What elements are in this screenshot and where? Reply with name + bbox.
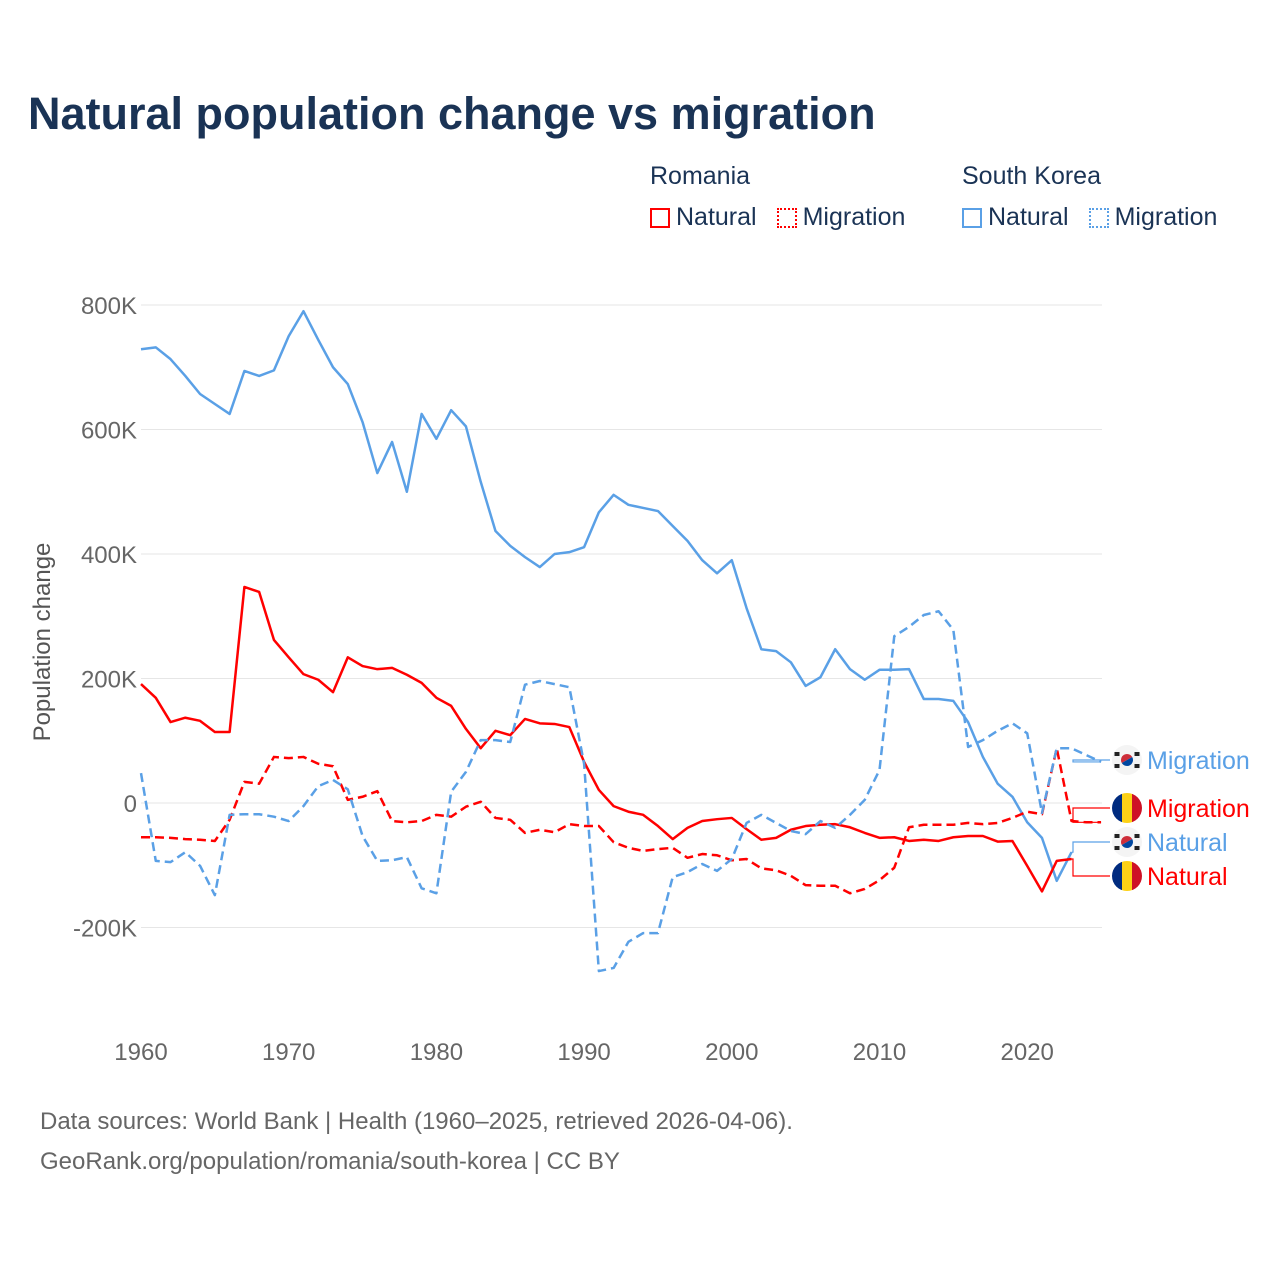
end-label: Natural — [1147, 829, 1228, 857]
y-tick-label: 200K — [81, 667, 137, 694]
y-tick-label: 400K — [81, 542, 137, 569]
series-line-romania-migration — [141, 746, 1102, 895]
legend-swatch-dotted — [776, 207, 797, 228]
legend-swatch-dotted — [1088, 207, 1109, 228]
flag-stripes — [1112, 861, 1142, 891]
legend-item-romania-migration[interactable]: Migration — [776, 203, 906, 232]
series-line-south-korea-natural — [140, 309, 1073, 883]
trigram — [1134, 752, 1140, 756]
legend-label: Natural — [676, 203, 757, 231]
x-tick-label: 2020 — [1001, 1039, 1054, 1066]
x-tick-label: 2010 — [853, 1039, 906, 1066]
taegeuk-red — [1121, 836, 1133, 845]
footer-link[interactable]: GeoRank.org/population/romania/south-kor… — [40, 1148, 620, 1175]
trigram — [1134, 846, 1140, 850]
flag-stripe-yellow — [1122, 793, 1132, 823]
taegeuk-blue — [1121, 839, 1133, 848]
flag-background — [1112, 827, 1142, 857]
legend-south-korea: South Korea Natural Migration — [962, 162, 1217, 232]
flag-stripe-blue — [1112, 793, 1122, 823]
end-label: Migration — [1147, 747, 1250, 775]
y-tick-label: 800K — [81, 293, 137, 320]
label-connector — [1072, 807, 1110, 823]
taegeuk-blue — [1121, 757, 1133, 766]
legend-romania: Romania Natural Migration — [650, 162, 925, 232]
legend-label: Migration — [802, 203, 906, 231]
label-connector — [1071, 858, 1110, 877]
taegeuk-red — [1121, 754, 1133, 763]
romania-flag-icon — [1112, 861, 1142, 891]
trigram — [1114, 764, 1120, 768]
x-tick-label: 2000 — [705, 1039, 758, 1066]
trigram — [1134, 834, 1140, 838]
x-tick-label: 1990 — [557, 1039, 610, 1066]
legend-group-title: South Korea — [962, 162, 1101, 190]
legend-swatch-solid — [962, 207, 982, 228]
legend-group-title: Romania — [650, 162, 751, 190]
label-connector — [1071, 841, 1110, 853]
flag-stripe-yellow — [1122, 861, 1132, 891]
legend-item-south-korea-migration[interactable]: Migration — [1088, 203, 1218, 232]
flag-stripe-blue — [1112, 861, 1122, 891]
chart-title: Natural population change vs migration — [28, 88, 876, 139]
x-tick-label: 1970 — [262, 1039, 315, 1066]
trigram — [1134, 764, 1140, 768]
south-korea-flag-icon — [1112, 745, 1142, 775]
legend-label: Migration — [1114, 203, 1218, 231]
trigram — [1114, 834, 1120, 838]
legend-label: Natural — [988, 203, 1069, 231]
trigram — [1114, 752, 1120, 756]
x-tick-label: 1980 — [410, 1039, 463, 1066]
footer-sources: Data sources: World Bank | Health (1960–… — [40, 1108, 793, 1135]
flag-stripe-red — [1132, 793, 1142, 823]
flag-stripe-red — [1132, 861, 1142, 891]
label-connector — [1072, 759, 1110, 763]
legend-swatch-solid — [650, 207, 670, 228]
y-tick-label: 600K — [81, 418, 137, 445]
romania-flag-icon — [1112, 793, 1142, 823]
end-label: Migration — [1147, 795, 1250, 823]
legend-item-romania-natural[interactable]: Natural — [650, 203, 757, 232]
flag-stripes — [1112, 793, 1142, 823]
end-label: Natural — [1147, 863, 1228, 891]
y-axis-label: Population change — [29, 543, 56, 742]
south-korea-flag-icon — [1112, 827, 1142, 857]
trigram — [1114, 846, 1120, 850]
flag-background — [1112, 745, 1142, 775]
y-tick-label: -200K — [73, 916, 137, 943]
legend-item-south-korea-natural[interactable]: Natural — [962, 203, 1069, 232]
series-line-romania-natural — [140, 585, 1072, 893]
x-tick-label: 1960 — [114, 1039, 167, 1066]
series-line-south-korea-migration — [139, 610, 1102, 973]
y-tick-label: 0 — [124, 791, 137, 818]
